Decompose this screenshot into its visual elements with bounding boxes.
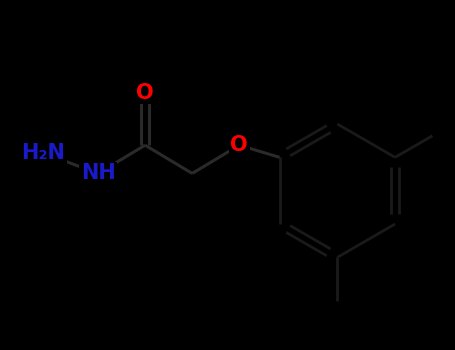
Text: O: O	[230, 135, 248, 155]
Text: O: O	[136, 83, 154, 103]
Text: H₂N: H₂N	[21, 143, 65, 163]
Text: NH: NH	[81, 163, 116, 183]
